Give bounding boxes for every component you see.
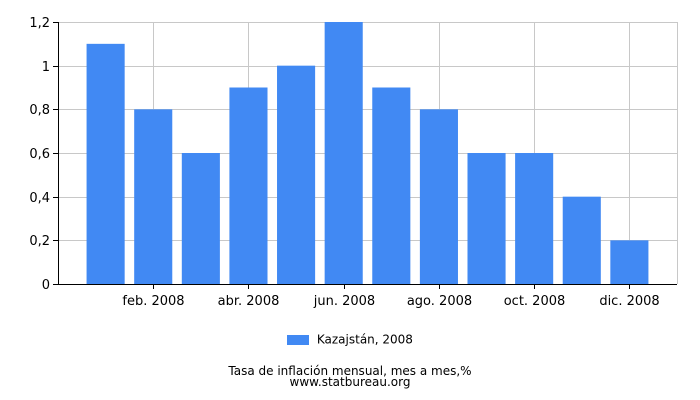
y-tick-label: 0,2 xyxy=(29,234,50,249)
bar xyxy=(610,240,649,284)
x-tick-label: ago. 2008 xyxy=(407,294,472,309)
bar xyxy=(324,22,363,284)
bar xyxy=(181,153,220,284)
y-tick-labels: 0 0,2 0,4 0,6 0,8 1 1,2 xyxy=(29,16,50,293)
y-tick-label: 0,6 xyxy=(29,147,50,162)
y-tick-label: 1,2 xyxy=(29,16,50,31)
x-tick-label: jun. 2008 xyxy=(313,294,375,309)
bar xyxy=(515,153,554,284)
inflation-bar-chart: 0 0,2 0,4 0,6 0,8 1 1,2 feb. 2008 abr. 2008 jun.… xyxy=(29,16,678,309)
legend: Kazajstán, 2008 xyxy=(0,332,700,347)
x-tick-label: oct. 2008 xyxy=(504,294,566,309)
axes xyxy=(53,22,677,289)
legend-label: Kazajstán, 2008 xyxy=(316,332,413,347)
y-tick-label: 0,4 xyxy=(29,191,50,206)
bar xyxy=(229,87,268,284)
bar xyxy=(419,109,458,284)
bar xyxy=(134,109,173,284)
bar xyxy=(467,153,506,284)
bar xyxy=(86,43,125,285)
chart-source: www.statbureau.org xyxy=(289,375,411,389)
y-tick-label: 0,8 xyxy=(29,103,50,118)
bar xyxy=(277,65,316,285)
x-tick-label: feb. 2008 xyxy=(122,294,184,309)
x-tick-label: dic. 2008 xyxy=(599,294,659,309)
bar xyxy=(372,87,411,284)
y-tick-label: 1 xyxy=(42,60,50,75)
bar xyxy=(562,196,601,284)
x-tick-labels: feb. 2008 abr. 2008 jun. 2008 ago. 2008 oct.… xyxy=(122,294,659,309)
chart-title: Tasa de inflación mensual, mes a mes,% xyxy=(228,364,472,378)
legend-swatch xyxy=(287,334,310,345)
x-tick-label: abr. 2008 xyxy=(218,294,280,309)
bars xyxy=(86,22,649,285)
y-tick-label: 0 xyxy=(42,278,50,293)
